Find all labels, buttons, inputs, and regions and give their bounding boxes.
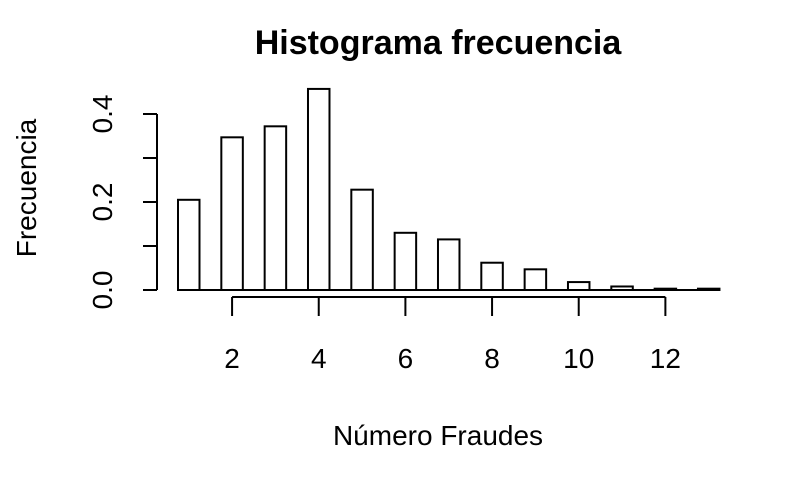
bar-7: [436, 238, 461, 291]
y-tick-label-0.2: 0.2: [87, 183, 118, 222]
bar-4: [306, 87, 331, 291]
x-tick-label-10: 10: [563, 343, 594, 374]
bar-2: [220, 136, 244, 291]
x-axis-label: Número Fraudes: [333, 420, 543, 451]
x-tick-label-8: 8: [484, 343, 500, 374]
x-tick-label-4: 4: [311, 343, 327, 374]
x-tick-label-12: 12: [650, 343, 681, 374]
bars-group: [177, 87, 721, 292]
bar-5: [350, 188, 374, 291]
bar-10: [566, 281, 591, 291]
bar-8: [480, 261, 504, 292]
y-tick-label-0.4: 0.4: [87, 95, 118, 134]
bar-3: [263, 125, 288, 291]
y-tick-label-0: 0.0: [87, 271, 118, 310]
bar-9: [523, 268, 548, 292]
bar-6: [393, 231, 418, 292]
y-axis-label: Frecuencia: [11, 118, 42, 257]
chart-title: Histograma frecuencia: [255, 24, 623, 62]
x-tick-label-2: 2: [224, 343, 240, 374]
y-axis: 0.0 0.2 0.4: [87, 95, 158, 310]
bar-1: [177, 198, 201, 291]
x-axis: 2 4 6 8 10 12: [224, 296, 681, 374]
x-tick-label-6: 6: [398, 343, 414, 374]
